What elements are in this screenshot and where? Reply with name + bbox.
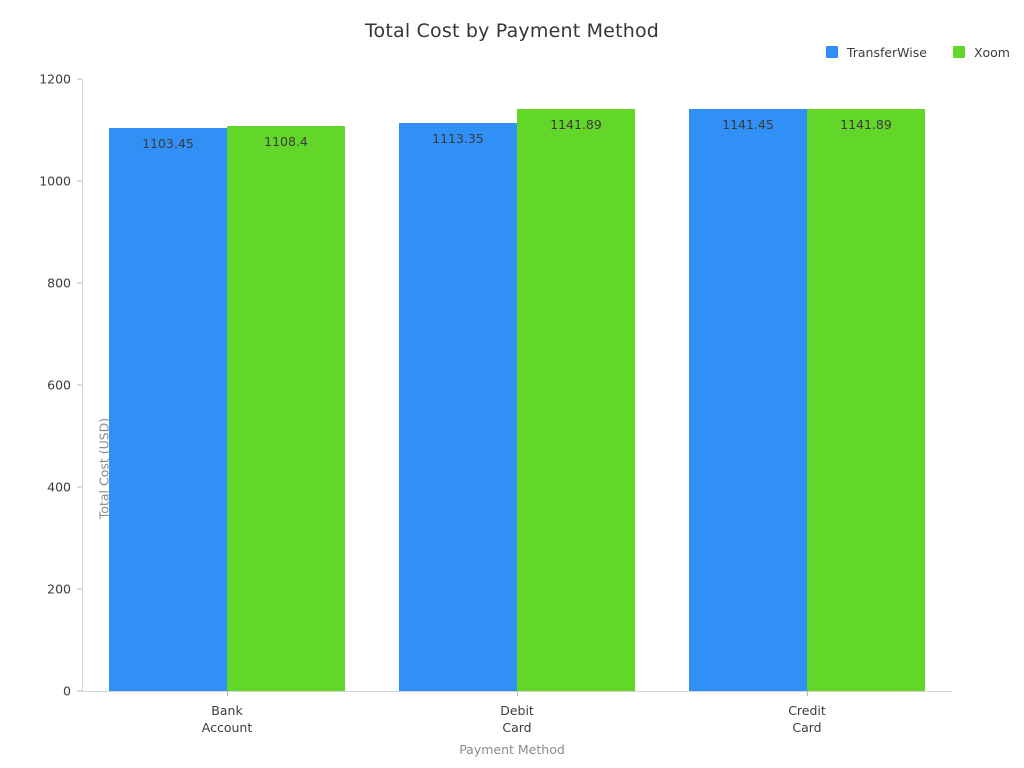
y-axis-tick-label: 1000 [39,173,71,189]
y-axis-tick-label: 200 [47,581,71,597]
bar-xoom-2[interactable]: 1141.89 [807,108,925,691]
y-axis-tick-mark [77,588,82,590]
y-axis-tick-mark [77,690,82,692]
x-axis-tick-label: Credit Card [788,703,826,735]
y-axis-tick-mark [77,282,82,284]
bar-xoom-1[interactable]: 1141.89 [517,108,635,691]
bar-value-label: 1113.35 [432,131,484,147]
y-axis-tick-label: 600 [47,377,71,393]
legend-item-transferwise[interactable]: TransferWise [825,44,927,60]
bar-value-label: 1141.45 [722,116,774,132]
chart-legend: TransferWise Xoom [825,43,1010,61]
bar-transferwise-2[interactable]: 1141.45 [689,108,807,691]
legend-label-transferwise: TransferWise [846,44,927,60]
bar-value-label: 1141.89 [550,116,602,132]
chart-title: Total Cost by Payment Method [364,20,660,42]
x-axis-tick-label: Bank Account [201,703,253,735]
bar-xoom-0[interactable]: 1108.4 [227,125,345,691]
bar-value-label: 1103.45 [142,136,194,152]
bar-transferwise-0[interactable]: 1103.45 [109,128,227,691]
legend-swatch-transferwise [825,46,838,58]
legend-label-xoom: Xoom [973,44,1010,60]
x-axis-tick-mark [807,691,808,696]
y-axis-title: Total Cost (USD) [96,417,112,520]
y-axis-tick-mark [77,384,82,386]
y-axis-tick-label: 0 [63,683,71,699]
y-axis-tick-label: 400 [47,479,71,495]
bar-transferwise-1[interactable]: 1113.35 [399,123,517,691]
bar-value-label: 1108.4 [264,133,308,149]
y-axis-tick-mark [77,180,82,182]
y-axis-tick-label: 1200 [39,71,71,87]
y-axis-tick-mark [77,486,82,488]
legend-item-xoom[interactable]: Xoom [952,44,1010,60]
y-axis-tick-label: 800 [47,275,71,291]
y-axis-line [82,79,83,691]
legend-swatch-xoom [952,46,965,58]
bar-value-label: 1141.89 [840,116,892,132]
y-axis-tick-mark [77,78,82,80]
x-axis-tick-mark [517,691,518,696]
x-axis-tick-mark [227,691,228,696]
plot-area: 0 200 400 600 800 1000 1200 Bank Account Debit … [39,72,952,735]
x-axis-title: Payment Method [459,742,565,757]
x-axis-tick-label: Debit Card [500,703,534,735]
